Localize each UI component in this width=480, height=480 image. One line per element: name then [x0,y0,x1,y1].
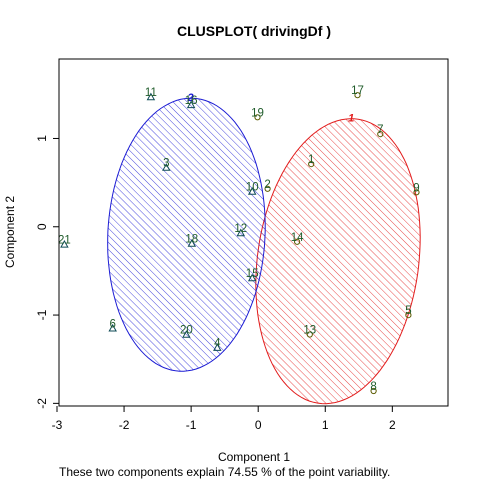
x-tick-label: -2 [119,418,130,432]
point-19 [254,114,261,121]
point-label-4: 4 [214,338,221,350]
point-13 [306,331,313,338]
point-label-5: 5 [405,305,411,317]
point-5 [405,312,412,319]
variability-note: These two components explain 74.55 % of … [59,465,390,479]
x-axis-label: Component 1 [218,450,290,464]
x-tick-label: -1 [186,418,197,432]
point-9 [413,189,420,196]
point-label-19: 19 [251,107,264,119]
point-label-17: 17 [351,85,364,97]
point-11 [146,92,156,101]
point-label-21: 21 [58,234,71,246]
x-tick-label: 2 [389,418,396,432]
y-tick-label: -1 [35,309,49,320]
cluster-2-ellipse [107,97,266,372]
point-4 [213,343,222,351]
point-1 [308,161,315,168]
point-label-7: 7 [377,124,383,136]
point-16 [186,100,196,109]
point-label-9: 9 [413,182,419,194]
point-10 [247,186,257,195]
cluster-1-ellipse [255,118,421,405]
point-label-15: 15 [246,268,259,280]
point-label-13: 13 [303,325,316,337]
point-8 [370,387,377,395]
point-15 [247,273,257,282]
point-6 [108,323,117,332]
y-tick-label: -2 [35,398,49,409]
point-label-8: 8 [370,381,376,393]
point-20 [182,330,191,338]
y-tick-label: 1 [35,135,49,142]
point-label-6: 6 [109,318,115,330]
point-2 [264,185,271,192]
chart-title: CLUSPLOT( drivingDf ) [177,23,331,39]
point-label-10: 10 [246,181,259,193]
point-14 [294,238,301,245]
x-tick-label: 0 [255,418,262,432]
x-tick-label: 1 [322,418,329,432]
y-tick-label: 0 [35,223,49,230]
y-axis-label: Component 2 [3,196,17,268]
point-12 [236,228,246,237]
point-7 [377,131,384,138]
point-label-1: 1 [308,154,314,166]
point-17 [354,92,361,99]
cluster-2-label: 2 [186,92,193,104]
plot-frame [58,58,449,407]
cluster-1-label: 1 [348,113,354,125]
point-label-18: 18 [185,234,198,246]
cluster-ellipses [107,97,421,405]
point-18 [187,239,197,247]
point-21 [60,239,69,248]
point-label-14: 14 [291,232,304,244]
axis-ticks: -3 -2 -1 0 1 2-2-101 [35,135,396,432]
x-tick-label: -3 [52,418,63,432]
point-3 [162,163,171,171]
point-label-12: 12 [234,223,247,235]
point-label-2: 2 [264,179,270,191]
point-label-16: 16 [185,95,198,107]
point-label-3: 3 [163,158,169,170]
point-label-11: 11 [145,87,157,99]
point-label-20: 20 [180,325,193,337]
